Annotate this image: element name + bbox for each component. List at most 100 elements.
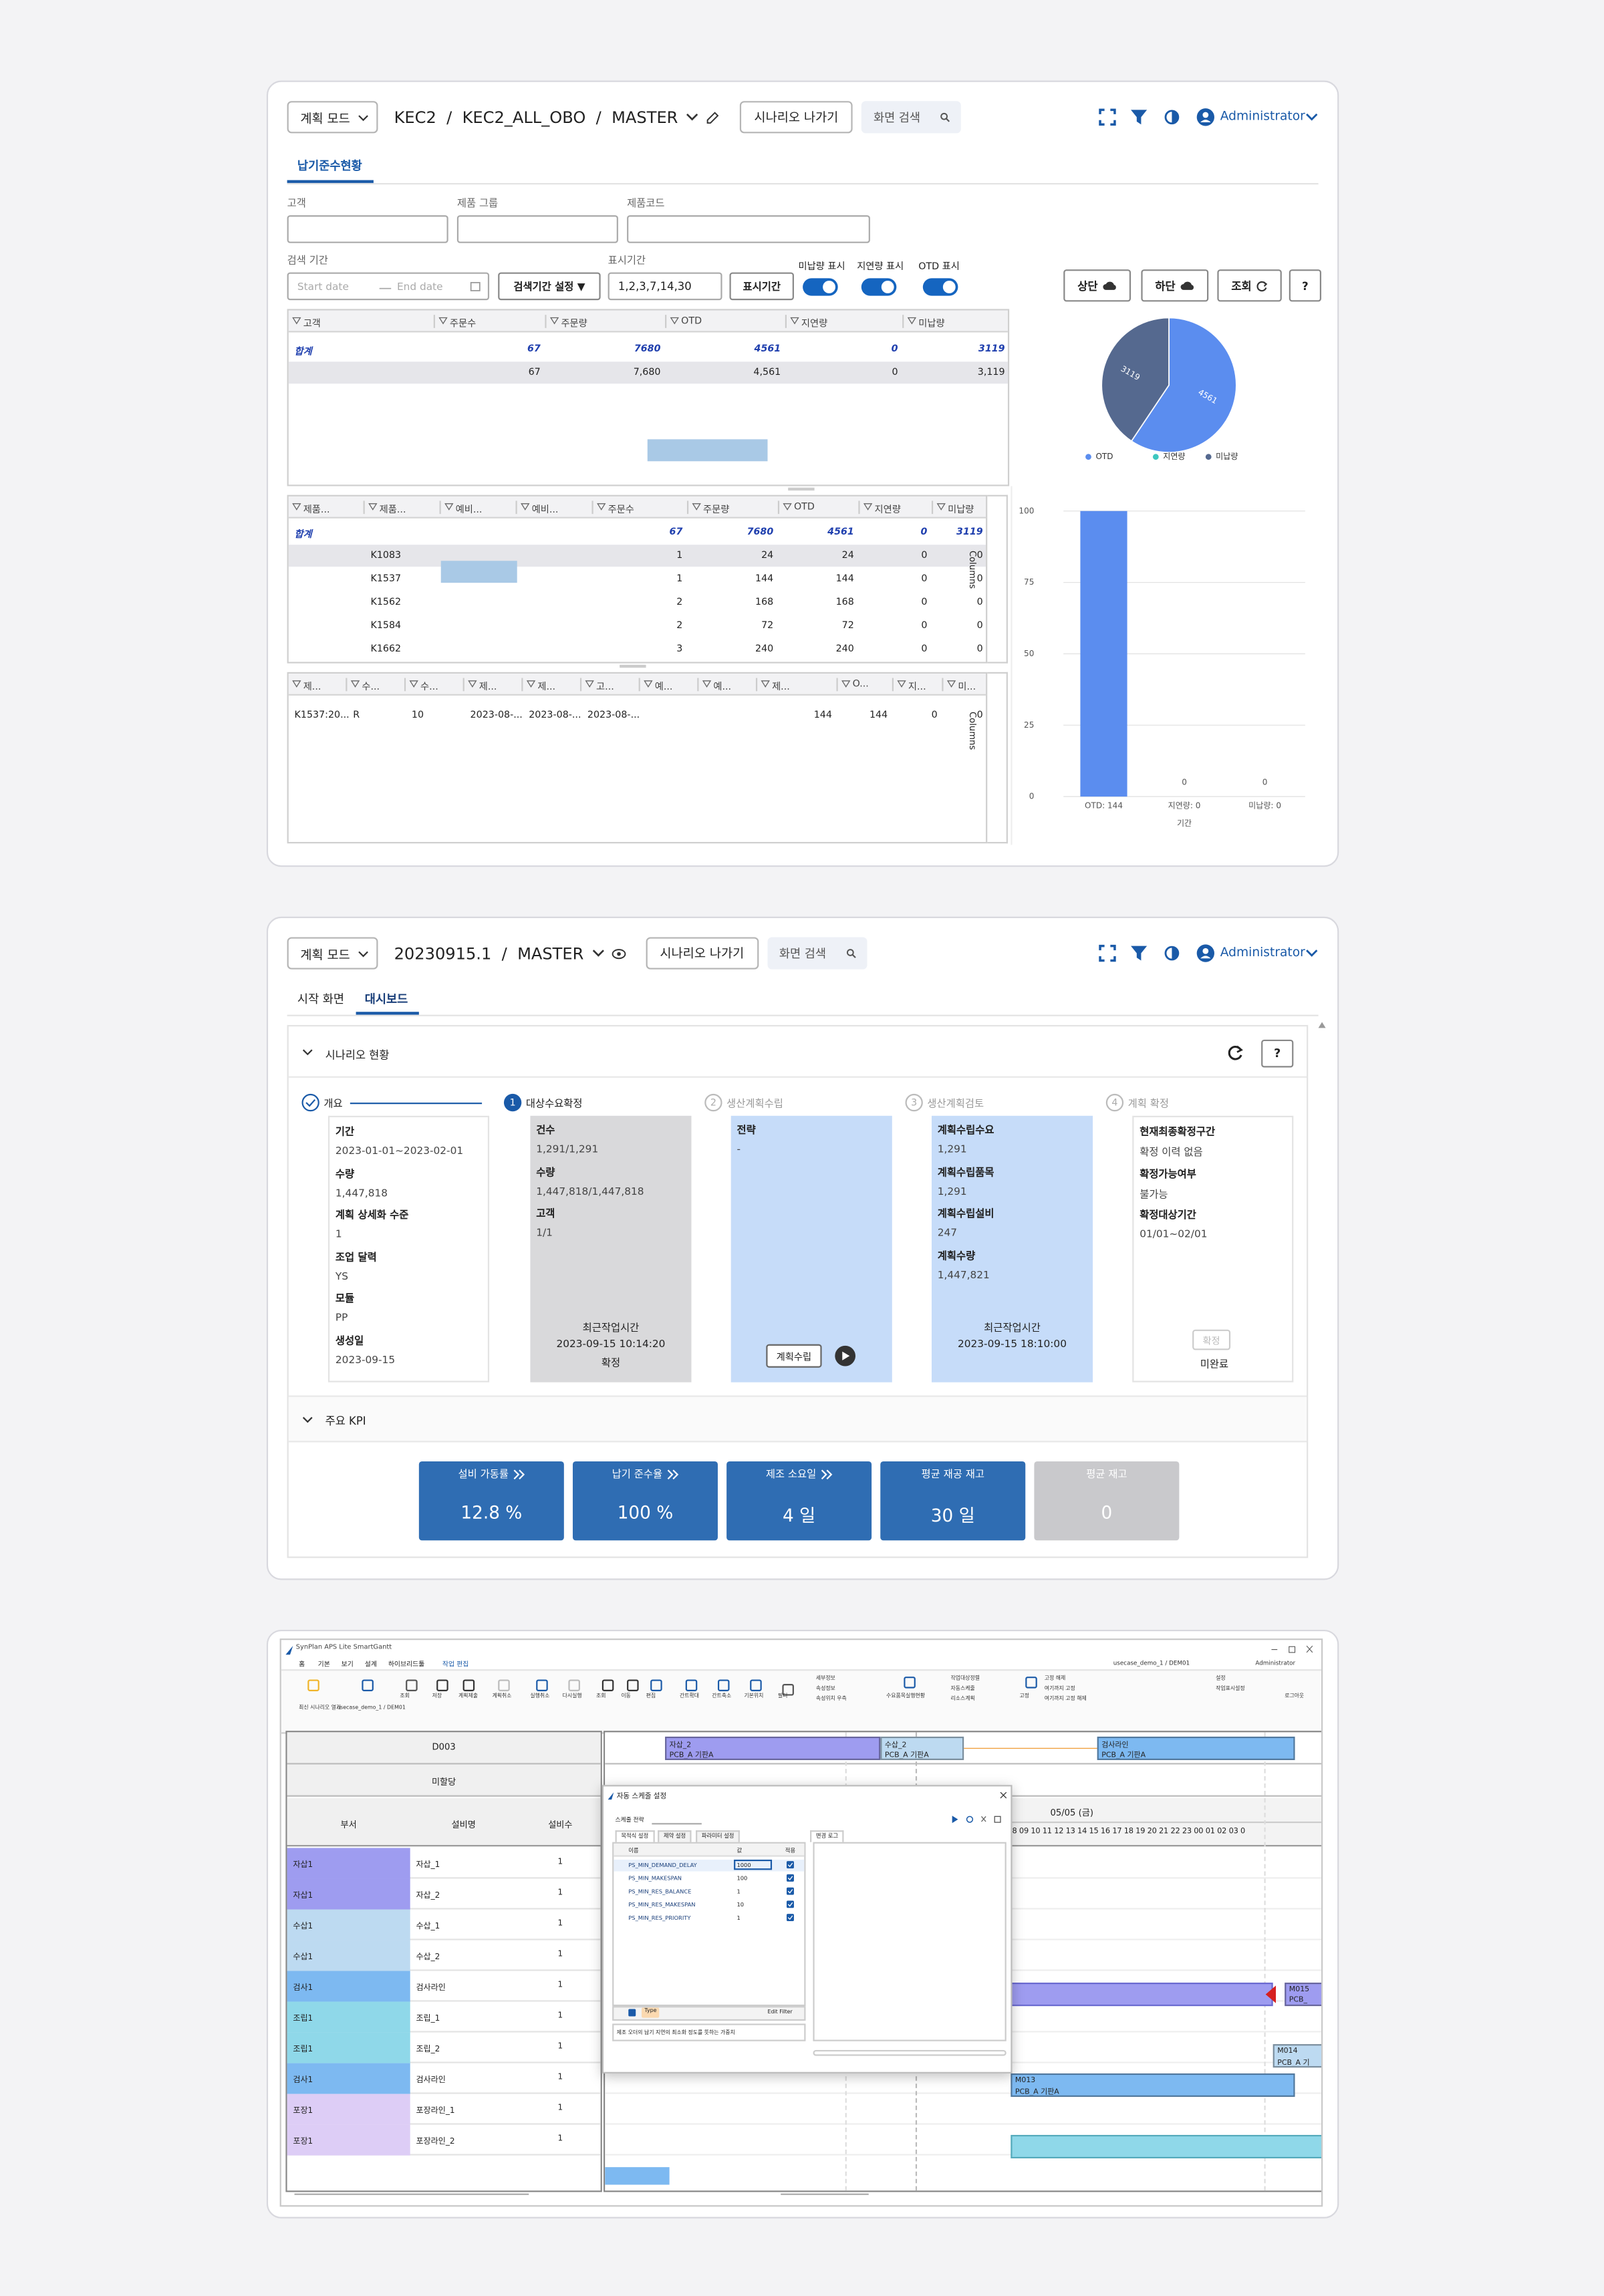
dialog-tab[interactable]: 제약 설정 [658,1830,692,1842]
cell: 2 [676,619,683,631]
menu-tab[interactable]: 하이브리드툴 [388,1662,425,1670]
kpi-tile[interactable]: 설비 가동률 12.8 % [418,1461,564,1541]
screen-search[interactable]: 화면 검색 [767,937,867,970]
cloud-icon [1103,281,1117,290]
ribbon-button[interactable]: 세부정보 [815,1675,835,1681]
menu-tab[interactable]: 기본 [317,1662,330,1670]
filter-chip[interactable]: Type [641,2007,660,2018]
dept-cell [287,1971,410,2002]
ribbon-button[interactable]: 이동 [621,1693,631,1699]
column-divider [439,500,441,515]
section-title[interactable]: 시나리오 현황 [325,1048,390,1062]
gantt-bar-plain [605,2167,670,2185]
ribbon-button[interactable]: usecase_demo_1 / DEM01 [337,1704,406,1711]
ribbon-button[interactable]: 기본위치 [744,1693,764,1699]
gantt-bar[interactable]: M013 PCB_A 기판A [1011,2073,1295,2097]
display-input[interactable]: 1,2,3,7,14,30 [608,272,722,301]
columns-toggle[interactable]: Columns [966,550,977,589]
exit-button[interactable]: 시나리오 나가기 [645,937,759,970]
mode-select[interactable]: 계획 모드 [287,937,378,970]
ribbon-button[interactable]: 계획취소 [492,1693,512,1699]
apply-checkbox-part [787,1902,793,1907]
action-button[interactable]: 조회 [1217,269,1282,302]
ribbon-button[interactable]: 최신 시나리오 열기 [299,1704,342,1711]
ribbon-button[interactable]: 로그아웃 [1285,1693,1305,1699]
kpi-title-row: 납기 준수율 [573,1467,718,1482]
ribbon-button[interactable]: 속성위치 우측 [815,1695,847,1702]
text-input[interactable] [456,215,618,243]
ribbon-button[interactable]: 고정 [1019,1693,1029,1699]
ribbon-button[interactable]: 조회 [400,1693,410,1699]
exit-button[interactable]: 시나리오 나가기 [739,101,853,134]
placeholder: End date [396,281,443,293]
ribbon-button[interactable]: 여기까지 고정 해제 [1044,1695,1087,1702]
menu-tab[interactable]: 보기 [341,1662,354,1670]
user-name[interactable]: Administrator [1220,110,1305,125]
kpi-tile[interactable]: 제조 소요일 4 일 [726,1461,872,1541]
menu-tab[interactable]: 설계 [364,1662,377,1670]
ribbon-button[interactable]: 수요품목실행현황 [886,1693,926,1699]
strategy-select[interactable] [652,1813,702,1825]
ribbon-button[interactable]: 여기까지 고정 [1044,1685,1075,1691]
card-button[interactable]: 계획수립 [766,1344,822,1368]
menu-tab[interactable]: 작업 편집 [442,1662,469,1670]
kpi-tile[interactable]: 납기 준수율 100 % [572,1461,718,1541]
ribbon-button[interactable]: 자동스케줄 [950,1685,975,1691]
user-name[interactable]: Administrator [1255,1659,1296,1667]
action-button[interactable]: ? [1289,269,1321,302]
dialog-tab[interactable]: 파라미터 설정 [696,1830,741,1842]
gantt-bar[interactable]: M015 PCB_ [1285,1983,1321,2007]
field-label: 모듈 [335,1293,355,1306]
ribbon-button[interactable]: 조회 [596,1693,606,1699]
tab[interactable]: 납기준수현황 [297,159,362,173]
date-label: 05/05 (금) [1050,1808,1093,1819]
action-button[interactable]: 상단 [1063,269,1131,302]
ribbon-button[interactable]: 실행취소 [530,1693,550,1699]
card-button[interactable]: 확정 [1192,1329,1231,1350]
ribbon-button[interactable]: 계획제출 [458,1693,479,1699]
ribbon-button[interactable]: 필터 [777,1693,788,1699]
mode-select[interactable]: 계획 모드 [287,101,378,134]
gantt-bar[interactable]: 수삽_2 PCB_A 기판A [880,1736,964,1760]
legend-label: 지연량 [1163,452,1185,461]
edit-filter-link[interactable]: Edit Filter [767,2009,793,2015]
tab[interactable]: 대시보드 [364,992,408,1006]
ribbon-button[interactable]: 고정 해제 [1044,1675,1066,1681]
text-input[interactable] [287,215,448,243]
ribbon-button[interactable]: 속성정보 [815,1685,835,1691]
period-button[interactable]: 검색기간 설정 ▼ [498,272,601,301]
ribbon-button[interactable]: 간트확대 [679,1693,699,1699]
section-title[interactable]: 주요 KPI [325,1414,366,1428]
column-divider [755,678,758,692]
ribbon-button[interactable]: 설정 [1216,1675,1226,1681]
ribbon-button[interactable]: 작업대상정렬 [950,1675,980,1681]
display-button[interactable]: 표시기간 [729,272,794,301]
help-button[interactable]: ? [1261,1039,1294,1068]
field-label: 건수 [536,1124,555,1137]
screen-search[interactable]: 화면 검색 [861,101,962,134]
dialog-tab[interactable]: 목적식 설정 [615,1830,655,1842]
gantt-bar-plain [964,1983,1273,2007]
user-name[interactable]: Administrator [1220,946,1305,961]
apply-checkbox-part [787,1915,793,1920]
gantt-bar[interactable]: 자삽_2 PCB_A 기판A [665,1736,881,1760]
ribbon-button[interactable]: 다시실행 [562,1693,582,1699]
ribbon-button[interactable]: 간트축소 [712,1693,732,1699]
columns-toggle[interactable]: Columns [966,711,977,750]
gantt-bar[interactable]: 검사라인 PCB_A 기판A [1097,1736,1295,1760]
filter-glyph-part [897,680,906,688]
ribbon-button[interactable]: 작업표시설정 [1216,1685,1245,1691]
menu-tab[interactable]: 홈 [299,1662,305,1670]
ribbon-button[interactable]: 리소스계획 [950,1695,975,1702]
ribbon-button[interactable]: 편집 [646,1693,656,1699]
log-tab[interactable]: 변경 로그 [810,1830,844,1842]
gantt-bar[interactable]: M014 PCB_A 기 [1273,2044,1321,2068]
action-button[interactable]: 하단 [1141,269,1209,302]
date-range[interactable]: Start date End date [287,272,490,301]
value-editor[interactable] [734,1859,773,1870]
filter-glyph [438,317,448,325]
exit-label: 시나리오 나가기 [660,947,745,962]
ribbon-button[interactable]: 저장 [432,1693,442,1699]
tab[interactable]: 시작 화면 [297,992,345,1006]
text-input[interactable] [627,215,870,243]
